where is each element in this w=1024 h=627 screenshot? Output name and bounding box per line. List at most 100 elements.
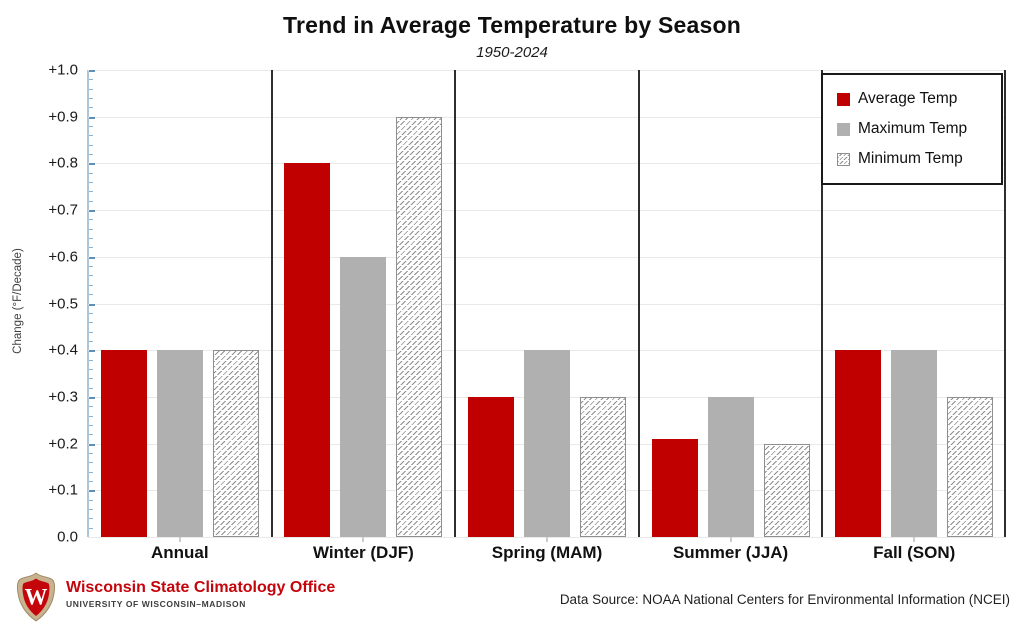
bar-max-4 [707, 396, 754, 537]
y-axis-tick [89, 322, 93, 324]
bar-min-5 [947, 396, 994, 537]
x-axis-label: Spring (MAM) [491, 543, 603, 562]
legend-item: Maximum Temp [837, 114, 989, 144]
legend-swatch-min [837, 152, 850, 166]
y-axis-tick [89, 359, 93, 361]
y-axis-tick [89, 284, 93, 286]
bar-avg-1 [100, 350, 147, 537]
org-identity: Wisconsin State Climatology Office UNIVE… [66, 579, 335, 609]
y-axis-tick [89, 527, 93, 529]
gridline [88, 303, 1006, 305]
bar-min-4 [763, 443, 810, 537]
category-tick [546, 537, 548, 542]
chart-legend: Average Temp Maximum Temp Minimum Temp [821, 73, 1003, 185]
y-axis-tick [89, 88, 93, 90]
category-tick [729, 537, 732, 542]
y-axis-tick [89, 396, 95, 399]
y-axis-tick [89, 462, 93, 464]
y-axis-tick [89, 191, 93, 193]
x-axis-label: Summer (JJA) [672, 543, 789, 562]
bar-min-3 [580, 396, 626, 537]
uw-crest-logo-icon: W [14, 572, 58, 627]
gridline [88, 70, 1006, 71]
y-axis-tick [89, 294, 93, 296]
y-axis-tick [89, 247, 93, 249]
y-axis-tick [89, 368, 93, 370]
panel-divider [454, 70, 457, 537]
bar-avg-2 [284, 163, 331, 537]
bar-max-1 [156, 350, 203, 537]
category-tick [362, 537, 365, 542]
y-axis-tick [89, 406, 93, 408]
y-axis-tick [89, 79, 93, 81]
y-axis-tick [89, 452, 93, 454]
y-axis-tick [89, 238, 93, 240]
y-axis-tick [89, 508, 93, 510]
gridline [88, 256, 1006, 258]
x-axis-labels: Annual Winter (DJF) Spring (MAM) Summer (JJ… [88, 543, 1006, 567]
y-axis-tick [89, 350, 95, 353]
y-axis-tick [89, 340, 93, 342]
bar-max-3 [524, 350, 570, 537]
legend-item: Minimum Temp [837, 144, 989, 174]
y-axis-tick-label: +0.4 [48, 341, 78, 359]
x-axis-label: Annual [150, 543, 209, 562]
bar-avg-5 [835, 350, 882, 537]
y-axis-tick [89, 424, 93, 426]
legend-label: Average Temp [858, 90, 958, 107]
y-axis-tick [89, 303, 95, 306]
y-axis-tick [89, 210, 95, 213]
y-axis-tick [89, 256, 95, 259]
y-axis-tick [89, 499, 93, 501]
y-axis-tick [89, 471, 93, 473]
svg-text:W: W [25, 585, 48, 610]
y-axis-labels: 0.0 +0.1 +0.2 +0.3 +0.4 +0.5 +0.6 +0.7 +0.8 +0.9 +… [0, 62, 84, 546]
y-axis-tick [89, 443, 95, 446]
y-axis-tick-label: +0.6 [48, 248, 78, 266]
gridline [88, 210, 1006, 212]
y-axis-tick-label: +0.2 [48, 435, 78, 453]
chart-subtitle: 1950-2024 [476, 44, 548, 61]
y-axis-tick [89, 98, 93, 100]
y-axis-tick [89, 70, 95, 72]
y-axis-tick-label: +0.9 [48, 108, 78, 126]
bar-avg-4 [651, 438, 698, 537]
y-axis-tick [89, 219, 93, 221]
bar-max-2 [340, 256, 387, 537]
bar-avg-3 [468, 396, 514, 537]
y-axis-tick [89, 415, 93, 417]
y-axis-tick-label: 0.0 [57, 528, 78, 546]
y-axis-tick-label: +0.1 [48, 481, 78, 499]
y-axis-tick [89, 378, 93, 380]
category-tick [178, 537, 181, 542]
y-axis-tick [89, 126, 93, 128]
x-axis-label: Winter (DJF) [312, 543, 414, 562]
bar-max-5 [891, 350, 938, 537]
panel-divider [637, 70, 640, 537]
x-axis-label: Fall (SON) [873, 543, 956, 562]
legend-swatch-avg [837, 92, 850, 106]
y-axis-tick [89, 135, 93, 137]
y-axis-tick-label: +0.7 [48, 201, 78, 219]
y-axis-tick [89, 200, 93, 202]
chart-title: Trend in Average Temperature by Season [283, 12, 741, 38]
y-axis-tick [89, 312, 93, 314]
y-axis-tick [89, 154, 93, 156]
legend-label: Maximum Temp [858, 120, 968, 137]
legend-swatch-max [837, 122, 850, 136]
y-axis-tick [89, 480, 93, 482]
legend-label: Minimum Temp [858, 150, 963, 167]
panel-divider [270, 70, 273, 537]
legend-item: Average Temp [837, 84, 989, 114]
y-axis-tick [89, 387, 93, 389]
y-axis-tick [89, 182, 93, 184]
y-axis-tick [89, 518, 93, 520]
panel-divider [821, 70, 824, 537]
y-axis-tick [89, 144, 93, 146]
y-axis-tick [89, 275, 93, 277]
y-axis-tick [89, 331, 93, 333]
y-axis-tick-label: +0.5 [48, 295, 78, 312]
data-source-note: Data Source: NOAA National Centers for E… [559, 592, 1010, 607]
gridline [88, 116, 1006, 118]
